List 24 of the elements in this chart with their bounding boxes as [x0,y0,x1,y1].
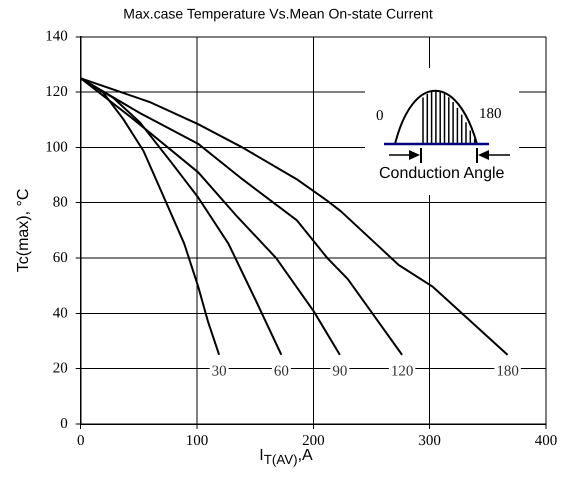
y-tick-label: 0 [60,416,68,432]
series-label: 30 [212,363,227,380]
y-tick-label: 120 [45,84,68,100]
annotation: 180 [479,106,502,123]
x-tick-label: 100 [186,432,208,449]
chart-title: Max.case Temperature Vs.Mean On-state Current [123,5,433,22]
y-tick-label: 40 [52,305,68,322]
series-label: 180 [496,363,519,380]
x-axis-title: I$_{T(AV)}$,A [258,447,314,468]
series-label: 90 [332,363,348,380]
x-tick-label: 300 [418,432,441,449]
y-tick-label: 60 [52,250,68,266]
y-tick-label: 80 [52,194,68,211]
annotation: Conduction Angle [379,165,504,183]
annotation: 0 [376,108,384,125]
series-label: 120 [390,363,414,380]
series-label: 60 [274,363,289,380]
y-tick-label: 100 [45,139,68,156]
y-tick-label: 140 [45,28,68,45]
x-tick-label: 0 [76,432,84,449]
x-tick-label: 400 [534,432,558,449]
y-tick-label: 20 [52,360,68,377]
y-axis-title: Tc(max), °C [15,188,32,272]
x-tick-label: 200 [302,432,325,449]
